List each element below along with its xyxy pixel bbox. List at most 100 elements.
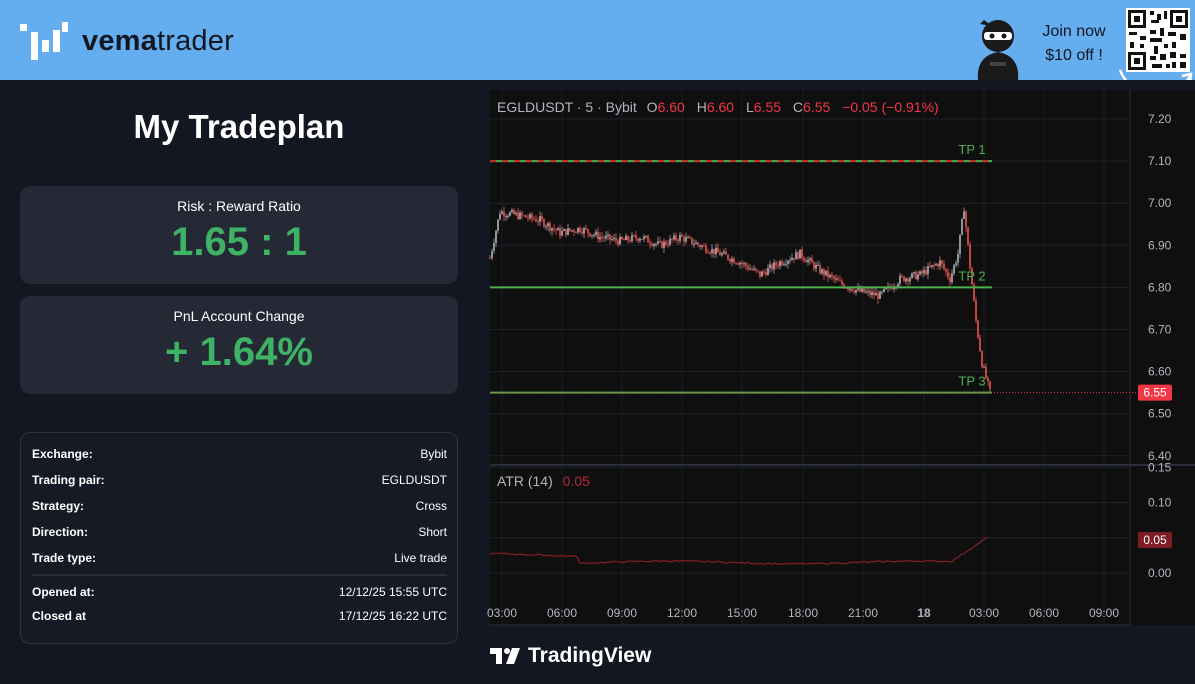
candle-body xyxy=(737,263,739,265)
candle-body xyxy=(923,270,925,274)
tp-line-2[interactable]: TP 2 xyxy=(490,268,992,289)
detail-row-direction: Direction: Short xyxy=(32,525,447,539)
price-chart[interactable]: TP 1 TP 2 TP 3 7.20 7.10 7.00 6.90 6.80 6.70 6.6… xyxy=(480,80,1195,640)
candle-body xyxy=(561,230,563,236)
time-tick-label: 03:00 xyxy=(969,606,999,620)
tp-line-3[interactable]: TP 3 xyxy=(490,374,992,394)
candle-body xyxy=(921,271,923,274)
candle-body xyxy=(673,235,675,240)
candle-body xyxy=(661,241,663,248)
risk-reward-card: Risk : Reward Ratio 1.65 : 1 xyxy=(20,186,458,284)
candle-body xyxy=(511,210,513,213)
candle-body xyxy=(585,228,587,230)
candle-body xyxy=(955,262,957,266)
candle-body xyxy=(601,236,603,238)
candle-body xyxy=(827,270,829,278)
candle-body xyxy=(965,211,967,228)
candle-body xyxy=(929,266,931,268)
candle-body xyxy=(557,228,559,231)
candle-body xyxy=(645,236,647,238)
detail-row-opened-at: Opened at: 12/12/25 15:55 UTC xyxy=(32,585,447,599)
candle-body xyxy=(875,293,877,296)
price-tick-label: 7.20 xyxy=(1148,112,1172,126)
candle-body xyxy=(721,253,723,256)
candle-body xyxy=(493,242,495,251)
candle-body xyxy=(539,216,541,222)
candle-body xyxy=(503,211,505,217)
candle-body xyxy=(701,245,703,247)
candle-body xyxy=(535,219,537,222)
candle-body xyxy=(939,260,941,267)
candle-body xyxy=(911,273,913,279)
candle-body xyxy=(501,211,503,214)
tradingview-logo[interactable]: TradingView xyxy=(490,644,651,668)
time-axis[interactable]: 03:00 06:00 09:00 12:00 15:00 18:00 21:00 18 03:… xyxy=(487,606,1119,620)
candle-body xyxy=(713,248,715,254)
pnl-card: PnL Account Change + 1.64% xyxy=(20,296,458,394)
tp-label: TP 1 xyxy=(958,142,985,157)
candle-body xyxy=(647,236,649,243)
time-tick-label: 03:00 xyxy=(487,606,517,620)
candle-body xyxy=(551,228,553,231)
candle-body xyxy=(575,231,577,233)
details-divider xyxy=(32,574,447,576)
candle-body xyxy=(619,236,621,245)
candle-body xyxy=(831,274,833,277)
qr-code-icon[interactable] xyxy=(1126,8,1190,72)
candle-body xyxy=(727,254,729,260)
candle-body xyxy=(931,265,933,267)
candle-body xyxy=(869,290,871,295)
candle-body xyxy=(857,287,859,290)
time-tick-label: 18 xyxy=(917,606,931,620)
candle-body xyxy=(987,378,989,382)
candle-body xyxy=(801,249,803,258)
candle-body xyxy=(523,215,525,217)
candle-body xyxy=(741,262,743,264)
candle-body xyxy=(767,268,769,276)
candle-body xyxy=(885,288,887,290)
ninja-mascot-icon[interactable] xyxy=(966,12,1026,80)
candle-body xyxy=(527,217,529,219)
tradingview-wordmark: TradingView xyxy=(528,644,652,667)
tp-line-1[interactable]: TP 1 xyxy=(490,142,992,163)
atr-tick-label: 0.15 xyxy=(1148,460,1172,474)
candle-body xyxy=(945,268,947,272)
promo-text[interactable]: Join now $10 off ! xyxy=(1042,23,1106,64)
candle-body xyxy=(531,214,533,219)
candle-body xyxy=(599,236,601,240)
candle-body xyxy=(517,212,519,219)
tp-label: TP 2 xyxy=(958,268,985,283)
candle-body xyxy=(543,219,545,227)
candle-body xyxy=(809,258,811,260)
candle-body xyxy=(685,237,687,242)
candle-body xyxy=(639,238,641,241)
candle-body xyxy=(935,264,937,266)
candle-body xyxy=(489,257,491,259)
candle-body xyxy=(719,252,721,256)
take-profit-lines[interactable]: TP 1 TP 2 TP 3 xyxy=(490,142,992,394)
atr-legend[interactable]: ATR (14) 0.05 xyxy=(497,473,590,489)
ohlc-legend[interactable]: EGLDUSDT · 5 · Bybit O6.60 H6.60 L6.55 C… xyxy=(497,99,939,115)
vematrader-logo[interactable]: vematrader xyxy=(20,20,234,62)
candle-body xyxy=(823,269,825,276)
candle-body xyxy=(499,213,501,220)
candle-body xyxy=(787,260,789,264)
candle-body xyxy=(577,227,579,233)
atr-tick-label: 0.00 xyxy=(1148,566,1172,580)
candle-body xyxy=(571,230,573,232)
candle-body xyxy=(853,290,855,293)
candle-body xyxy=(703,245,705,247)
candle-body xyxy=(515,212,517,215)
price-axis[interactable]: 7.20 7.10 7.00 6.90 6.80 6.70 6.60 6.50 6.40 xyxy=(1148,112,1172,463)
candle-body xyxy=(653,244,655,246)
candle-body xyxy=(917,274,919,280)
candle-body xyxy=(725,251,727,255)
candle-body xyxy=(491,250,493,259)
time-tick-label: 06:00 xyxy=(1029,606,1059,620)
candle-body xyxy=(773,262,775,270)
candle-body xyxy=(781,261,783,265)
candle-body xyxy=(649,242,651,245)
candle-body xyxy=(541,216,543,220)
time-tick-label: 06:00 xyxy=(547,606,577,620)
candle-body xyxy=(975,300,977,321)
